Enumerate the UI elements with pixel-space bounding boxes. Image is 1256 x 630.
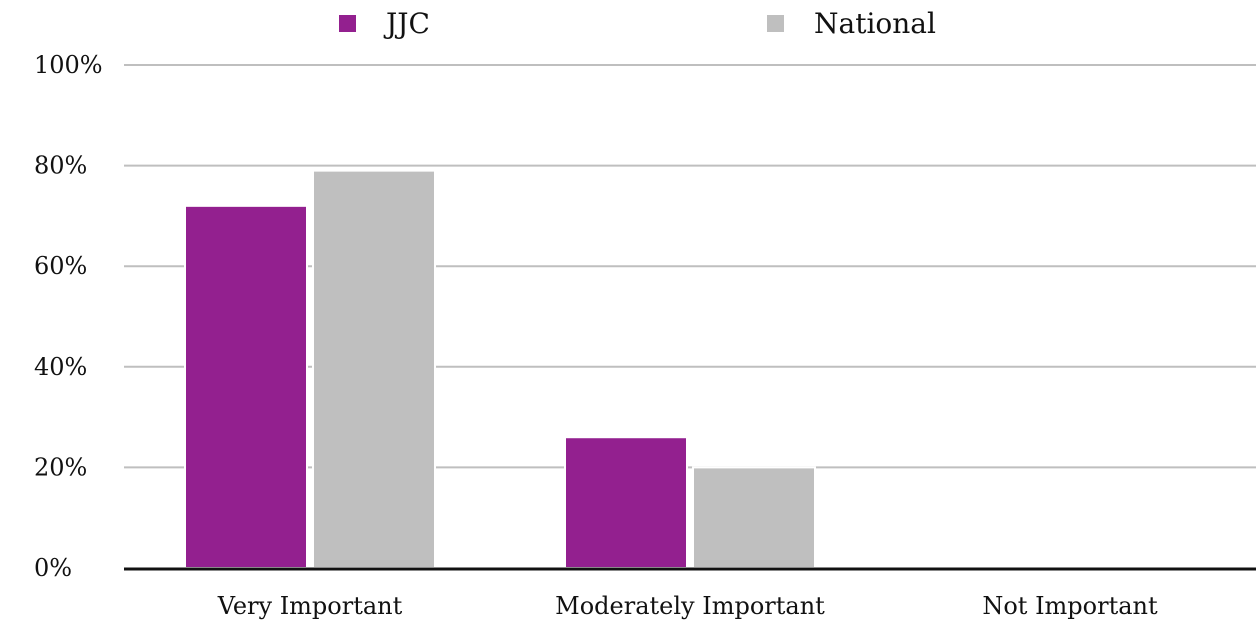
bar-national-very-important [312, 169, 436, 569]
legend-swatch-jjc [339, 15, 356, 32]
y-tick-label-80: 80% [34, 152, 87, 180]
bar-jjc-very-important [184, 204, 308, 569]
y-tick-label-40: 40% [34, 353, 87, 381]
bar-jjc-moderately-important [564, 436, 688, 569]
x-tick-labels: Very Important Moderately Important Not Im… [217, 592, 1158, 620]
x-tick-label-very-important: Very Important [217, 592, 403, 620]
y-tick-label-0: 0% [34, 554, 72, 582]
x-tick-label-moderately-important: Moderately Important [555, 592, 825, 620]
y-tick-labels: 0% 20% 40% 60% 80% 100% [34, 51, 103, 582]
y-tick-label-60: 60% [34, 252, 87, 280]
y-tick-label-100: 100% [34, 51, 103, 79]
legend: JJC National [339, 7, 936, 40]
bar-national-moderately-important [692, 466, 816, 569]
bars [184, 169, 816, 569]
x-tick-label-not-important: Not Important [982, 592, 1158, 620]
y-tick-label-20: 20% [34, 453, 87, 481]
legend-swatch-national [767, 15, 784, 32]
legend-label-jjc: JJC [383, 7, 430, 40]
legend-label-national: National [814, 7, 936, 40]
